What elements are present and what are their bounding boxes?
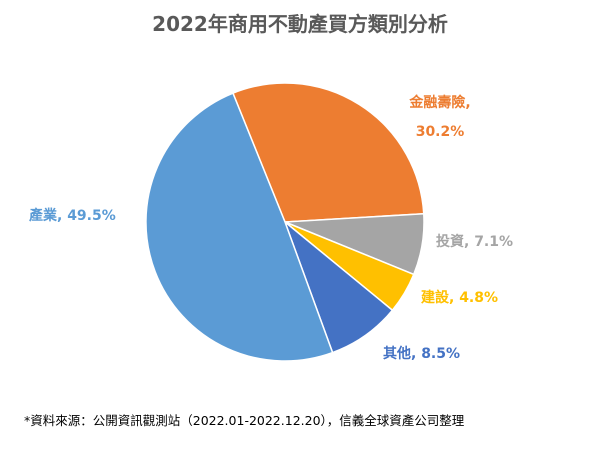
source-note: *資料來源：公開資訊觀測站（2022.01-2022.12.20），信義全球資產…: [24, 413, 465, 428]
pie-slices: [145, 82, 425, 362]
chart-title: 2022年商用不動產買方類別分析: [152, 12, 448, 36]
slice-label-value-1: 30.2%: [416, 124, 465, 140]
slice-label-5: 產業, 49.5%: [28, 207, 116, 224]
slice-label-2: 投資, 7.1%: [436, 233, 513, 250]
slice-label-category-1: 金融壽險,: [408, 94, 470, 111]
pie-slice-5: [145, 92, 334, 362]
slice-label-4: 其他, 8.5%: [383, 345, 460, 362]
slice-label-3: 建設, 4.8%: [421, 289, 498, 306]
slice-labels: 金融壽險, 30.2% 投資, 7.1% 建設, 4.8% 其他, 8.5% 產業, 49…: [28, 94, 513, 362]
pie-slice-1: [231, 82, 425, 223]
